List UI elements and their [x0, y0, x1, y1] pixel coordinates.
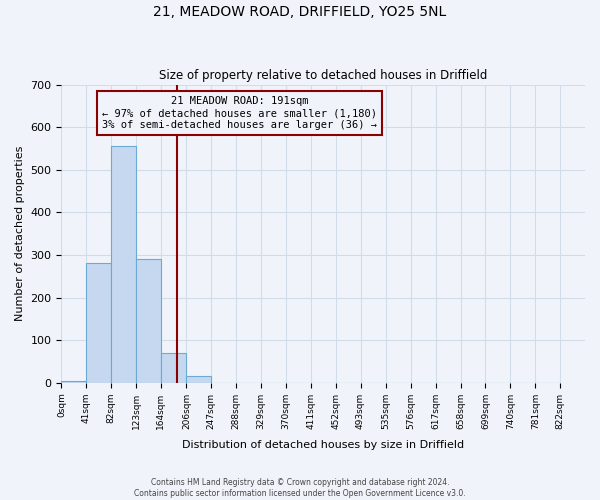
- Title: Size of property relative to detached houses in Driffield: Size of property relative to detached ho…: [159, 69, 487, 82]
- Bar: [161, 353, 186, 383]
- X-axis label: Distribution of detached houses by size in Driffield: Distribution of detached houses by size …: [182, 440, 464, 450]
- Bar: [187, 376, 211, 383]
- Text: Contains HM Land Registry data © Crown copyright and database right 2024.
Contai: Contains HM Land Registry data © Crown c…: [134, 478, 466, 498]
- Y-axis label: Number of detached properties: Number of detached properties: [15, 146, 25, 322]
- Bar: [61, 380, 86, 383]
- Text: 21, MEADOW ROAD, DRIFFIELD, YO25 5NL: 21, MEADOW ROAD, DRIFFIELD, YO25 5NL: [154, 5, 446, 19]
- Bar: [111, 146, 136, 383]
- Bar: [136, 259, 161, 383]
- Text: 21 MEADOW ROAD: 191sqm
← 97% of detached houses are smaller (1,180)
3% of semi-d: 21 MEADOW ROAD: 191sqm ← 97% of detached…: [102, 96, 377, 130]
- Bar: [86, 264, 111, 383]
